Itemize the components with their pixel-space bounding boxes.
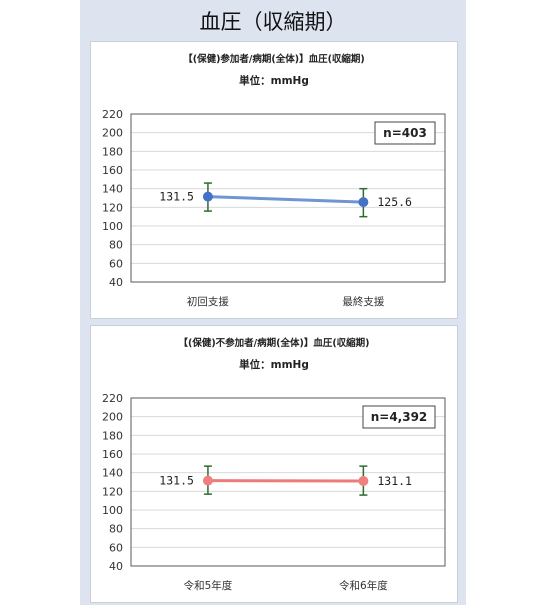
chart-title: 【(保健)不参加者/病期(全体)】血圧(収縮期) (178, 337, 369, 349)
x-tick-label: 初回支援 (187, 295, 229, 308)
data-label: 131.5 (159, 474, 194, 488)
y-tick-label: 220 (102, 392, 123, 405)
y-tick-label: 60 (109, 257, 123, 270)
y-tick-label: 80 (109, 239, 123, 252)
y-tick-label: 200 (102, 411, 123, 424)
y-tick-label: 140 (102, 467, 123, 480)
y-tick-label: 180 (102, 429, 123, 442)
y-tick-label: 40 (109, 276, 123, 289)
x-tick-label: 令和5年度 (184, 579, 233, 592)
data-label: 125.6 (377, 195, 412, 209)
y-tick-label: 180 (102, 145, 123, 158)
plot-area (130, 397, 446, 567)
y-tick-label: 160 (102, 448, 123, 461)
y-tick-label: 100 (102, 504, 123, 517)
y-tick-label: 40 (109, 560, 123, 573)
page-title: 血圧（収縮期） (199, 10, 347, 34)
data-point (358, 197, 369, 208)
y-tick-label: 140 (102, 183, 123, 196)
data-point (202, 475, 213, 486)
x-tick-label: 最終支援 (342, 295, 384, 308)
y-tick-label: 80 (109, 523, 123, 536)
chart-panel-participants: 【(保健)参加者/病期(全体)】血圧(収縮期) 単位：mmHg 220 200 180 1… (90, 41, 458, 319)
sample-size-box (374, 121, 436, 145)
y-tick-label: 160 (102, 164, 123, 177)
data-label: 131.1 (377, 474, 412, 488)
data-point (202, 191, 213, 202)
figure-frame: 血圧（収縮期） 【(保健)参加者/病期(全体)】血圧(収縮期) 単位：mmHg 22… (80, 0, 466, 605)
y-tick-label: 100 (102, 220, 123, 233)
chart-title: 【(保健)参加者/病期(全体)】血圧(収縮期) (183, 53, 365, 65)
x-tick-label: 令和6年度 (339, 579, 388, 592)
line-chart-nonparticipants: 【(保健)不参加者/病期(全体)】血圧(収縮期) 単位：mmHg 220 200 180… (102, 337, 446, 592)
data-label: 131.5 (159, 190, 194, 204)
sample-size-box (362, 405, 436, 429)
y-tick-label: 120 (102, 201, 123, 214)
y-tick-label: 120 (102, 485, 123, 498)
chart-panel-nonparticipants: 【(保健)不参加者/病期(全体)】血圧(収縮期) 単位：mmHg 220 200 180… (90, 325, 458, 603)
chart-subtitle: 単位：mmHg (239, 358, 309, 371)
chart-subtitle: 単位：mmHg (239, 74, 309, 87)
series-line (207, 195, 364, 204)
y-tick-label: 60 (109, 541, 123, 554)
plot-area (130, 113, 446, 283)
data-point (358, 475, 369, 486)
sample-size-label: n=4,392 (371, 410, 428, 424)
y-tick-label: 220 (102, 108, 123, 121)
line-chart-participants: 【(保健)参加者/病期(全体)】血圧(収縮期) 単位：mmHg 220 200 180 1… (102, 53, 446, 308)
sample-size-label: n=403 (383, 126, 427, 140)
y-tick-label: 200 (102, 127, 123, 140)
